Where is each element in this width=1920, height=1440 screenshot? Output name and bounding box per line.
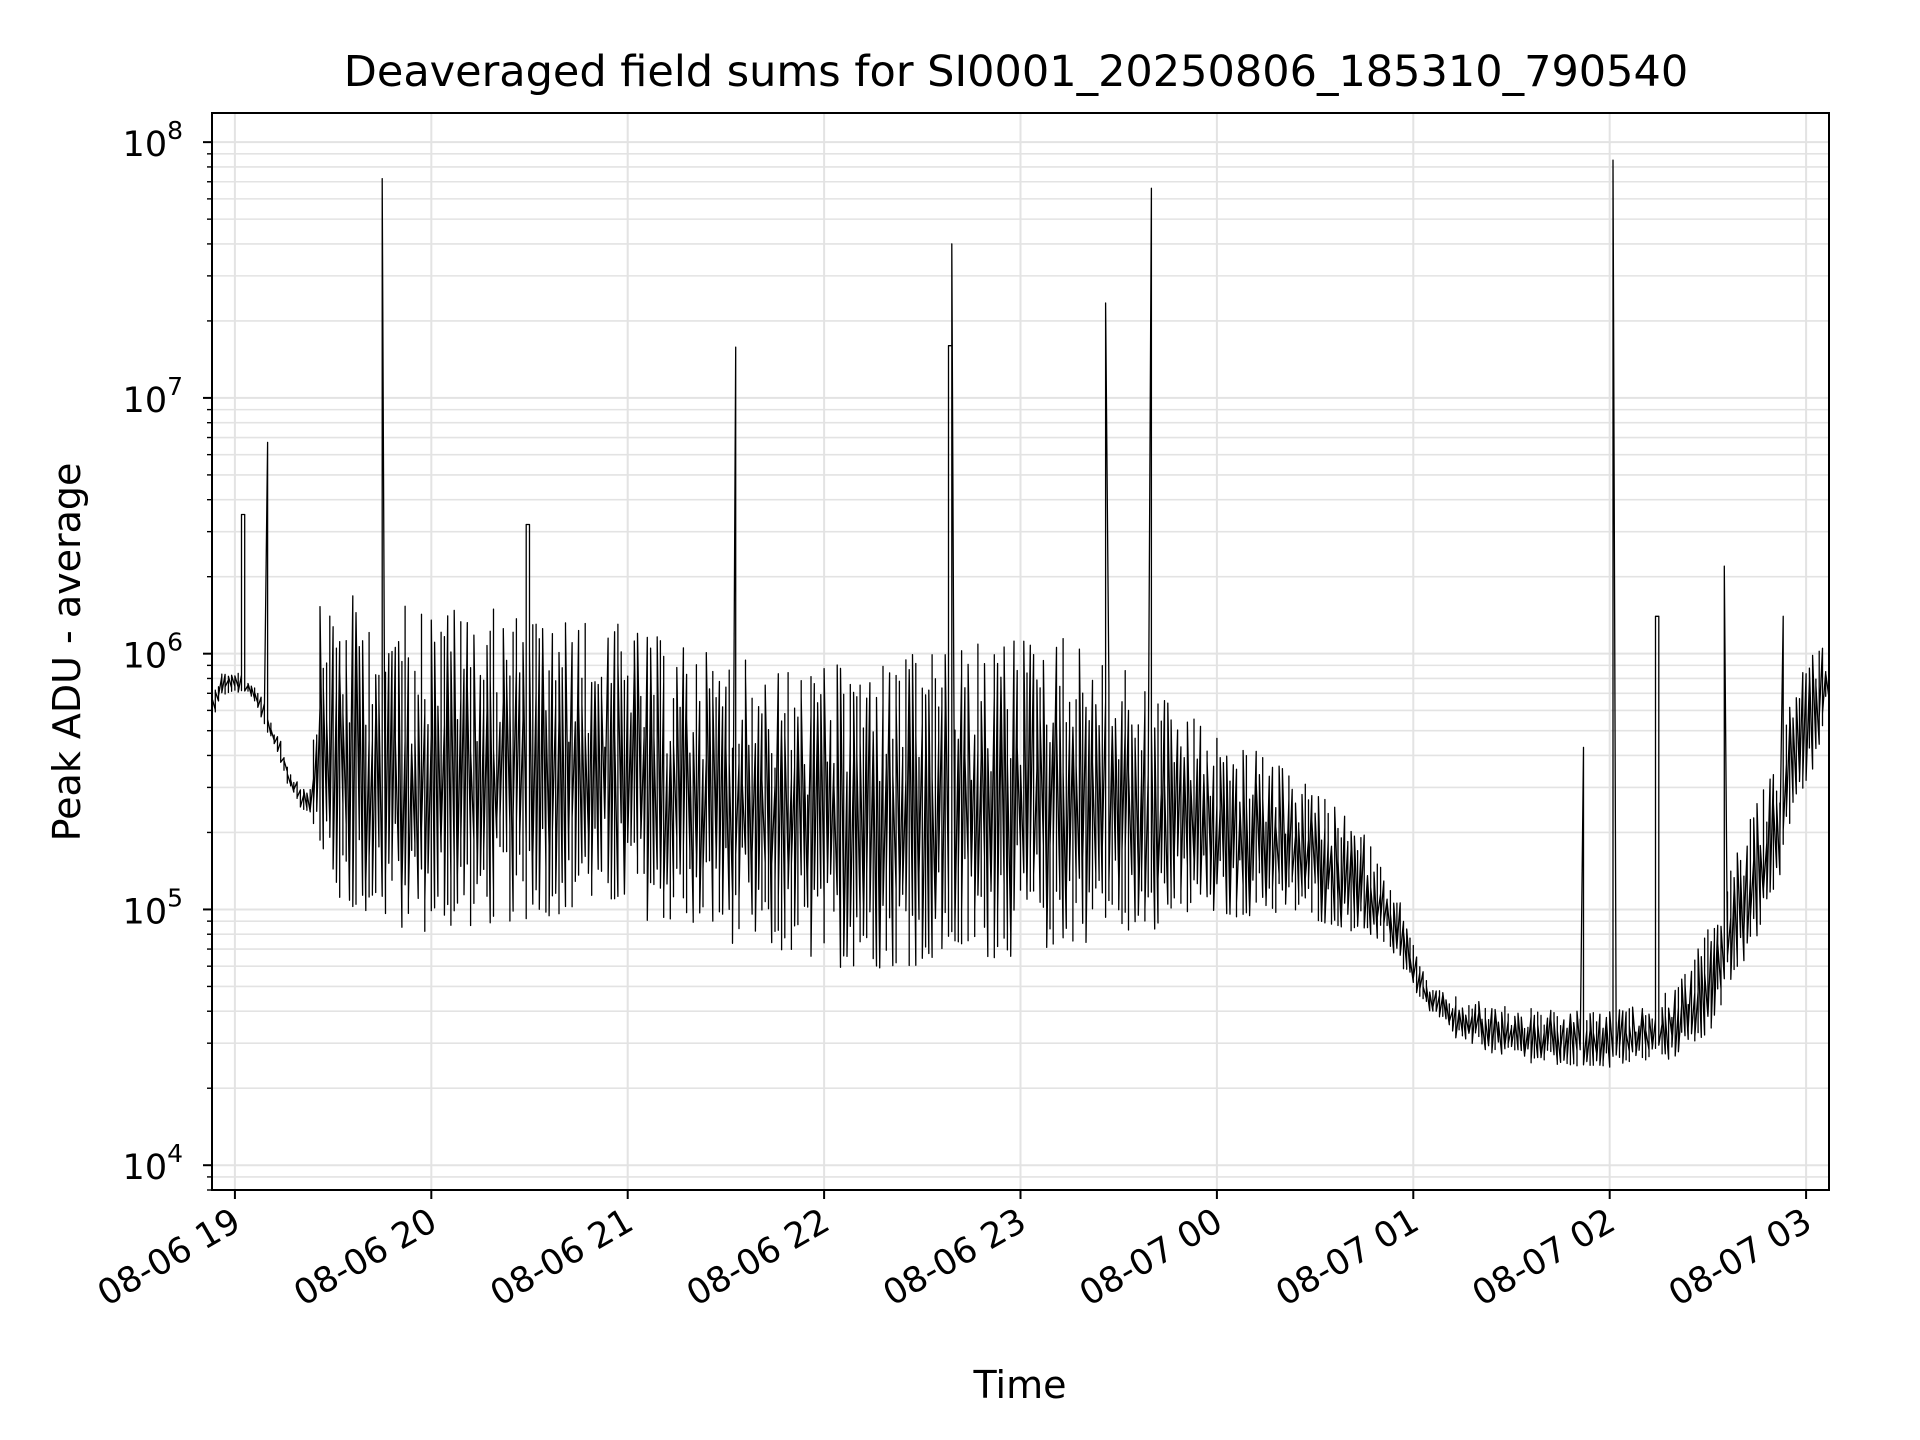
x-tick-label: 08-06 19 xyxy=(91,1201,247,1314)
x-tick-label: 08-07 02 xyxy=(1466,1201,1622,1314)
x-tick-label: 08-07 01 xyxy=(1270,1201,1426,1314)
y-tick-label: 108 xyxy=(123,116,183,165)
x-tick-label: 08-06 22 xyxy=(680,1201,836,1314)
x-axis: 08-06 19 08-06 20 08-06 21 08-06 22 08-06 23… xyxy=(91,1190,1819,1314)
x-tick-label: 08-06 23 xyxy=(877,1201,1033,1314)
y-tick-label: 107 xyxy=(123,372,183,421)
x-tick-label: 08-07 00 xyxy=(1073,1201,1229,1314)
y-tick-label: 104 xyxy=(123,1139,183,1188)
x-tick-label: 08-06 20 xyxy=(288,1201,444,1314)
x-tick-label: 08-07 03 xyxy=(1662,1201,1818,1314)
x-tick-label: 08-06 21 xyxy=(484,1201,640,1314)
chart-title: Deaveraged field sums for SI0001_2025080… xyxy=(344,47,1689,97)
y-tick-label: 106 xyxy=(123,628,183,677)
y-tick-label: 105 xyxy=(123,883,183,932)
x-axis-label: Time xyxy=(973,1363,1067,1407)
data-line xyxy=(211,159,1830,1068)
y-axis: 104 105 106 107 108 xyxy=(123,116,212,1191)
series-line xyxy=(211,159,1830,1068)
y-axis-label: Peak ADU - average xyxy=(45,463,89,842)
